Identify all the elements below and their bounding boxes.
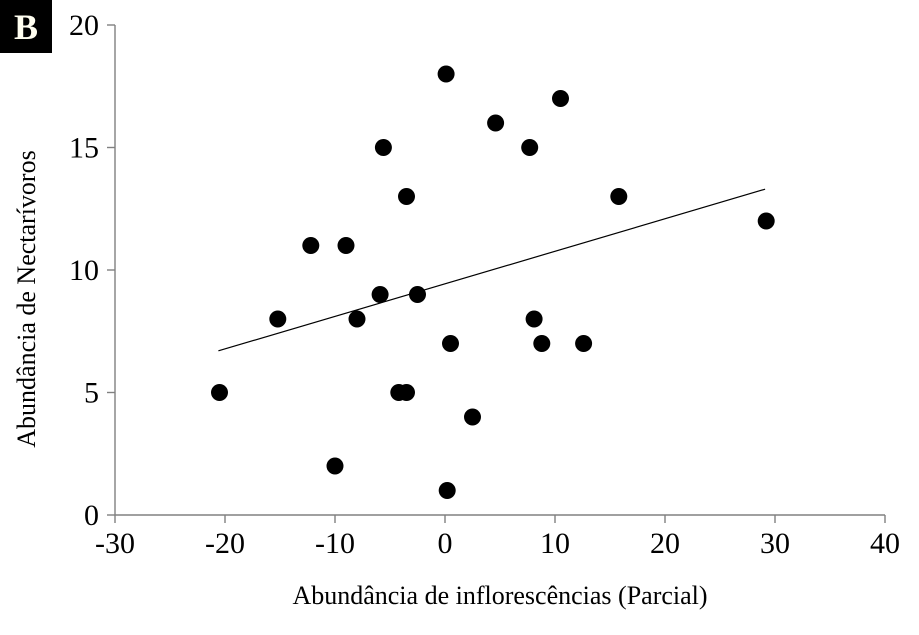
data-point xyxy=(398,188,415,205)
data-point xyxy=(575,335,593,352)
data-point xyxy=(525,310,543,328)
x-tick-label: 10 xyxy=(540,527,570,560)
x-tick-label: 20 xyxy=(650,527,680,560)
data-point xyxy=(211,384,228,401)
data-point xyxy=(438,482,456,499)
x-tick-label: -10 xyxy=(315,527,355,560)
data-point xyxy=(552,90,569,107)
data-point xyxy=(487,114,505,132)
y-tick-label: 0 xyxy=(84,499,99,532)
data-point xyxy=(269,310,287,328)
data-point xyxy=(374,139,392,156)
y-tick-label: 15 xyxy=(69,132,99,165)
trend-line xyxy=(218,188,766,352)
x-axis-title: Abundância de inflorescências (Parcial) xyxy=(292,581,708,610)
y-tick-label: 5 xyxy=(84,377,99,410)
data-point xyxy=(348,310,366,328)
data-point xyxy=(533,335,551,352)
data-point xyxy=(610,188,628,205)
axis-lines xyxy=(114,25,885,516)
data-point xyxy=(326,457,344,475)
y-axis-title: Abundância de Nectarívoros xyxy=(12,150,41,448)
data-point xyxy=(371,286,389,303)
data-point xyxy=(521,139,539,156)
x-tick-label: 0 xyxy=(438,527,453,560)
y-tick-label: 10 xyxy=(69,254,99,287)
data-point xyxy=(398,384,415,401)
x-tick-label: -20 xyxy=(205,527,245,560)
y-tick-label: 20 xyxy=(69,9,99,42)
data-point xyxy=(337,237,355,254)
data-point xyxy=(464,408,481,426)
x-tick-label: 40 xyxy=(870,527,900,560)
data-point xyxy=(757,212,775,230)
x-tick-label: 30 xyxy=(760,527,790,560)
data-point xyxy=(409,286,426,303)
data-point xyxy=(302,237,320,254)
panel-label-text: B xyxy=(13,6,38,47)
panel-label-badge: B xyxy=(0,0,52,53)
data-point xyxy=(437,65,455,83)
x-tick-label: -30 xyxy=(95,527,135,560)
data-point xyxy=(442,335,459,352)
